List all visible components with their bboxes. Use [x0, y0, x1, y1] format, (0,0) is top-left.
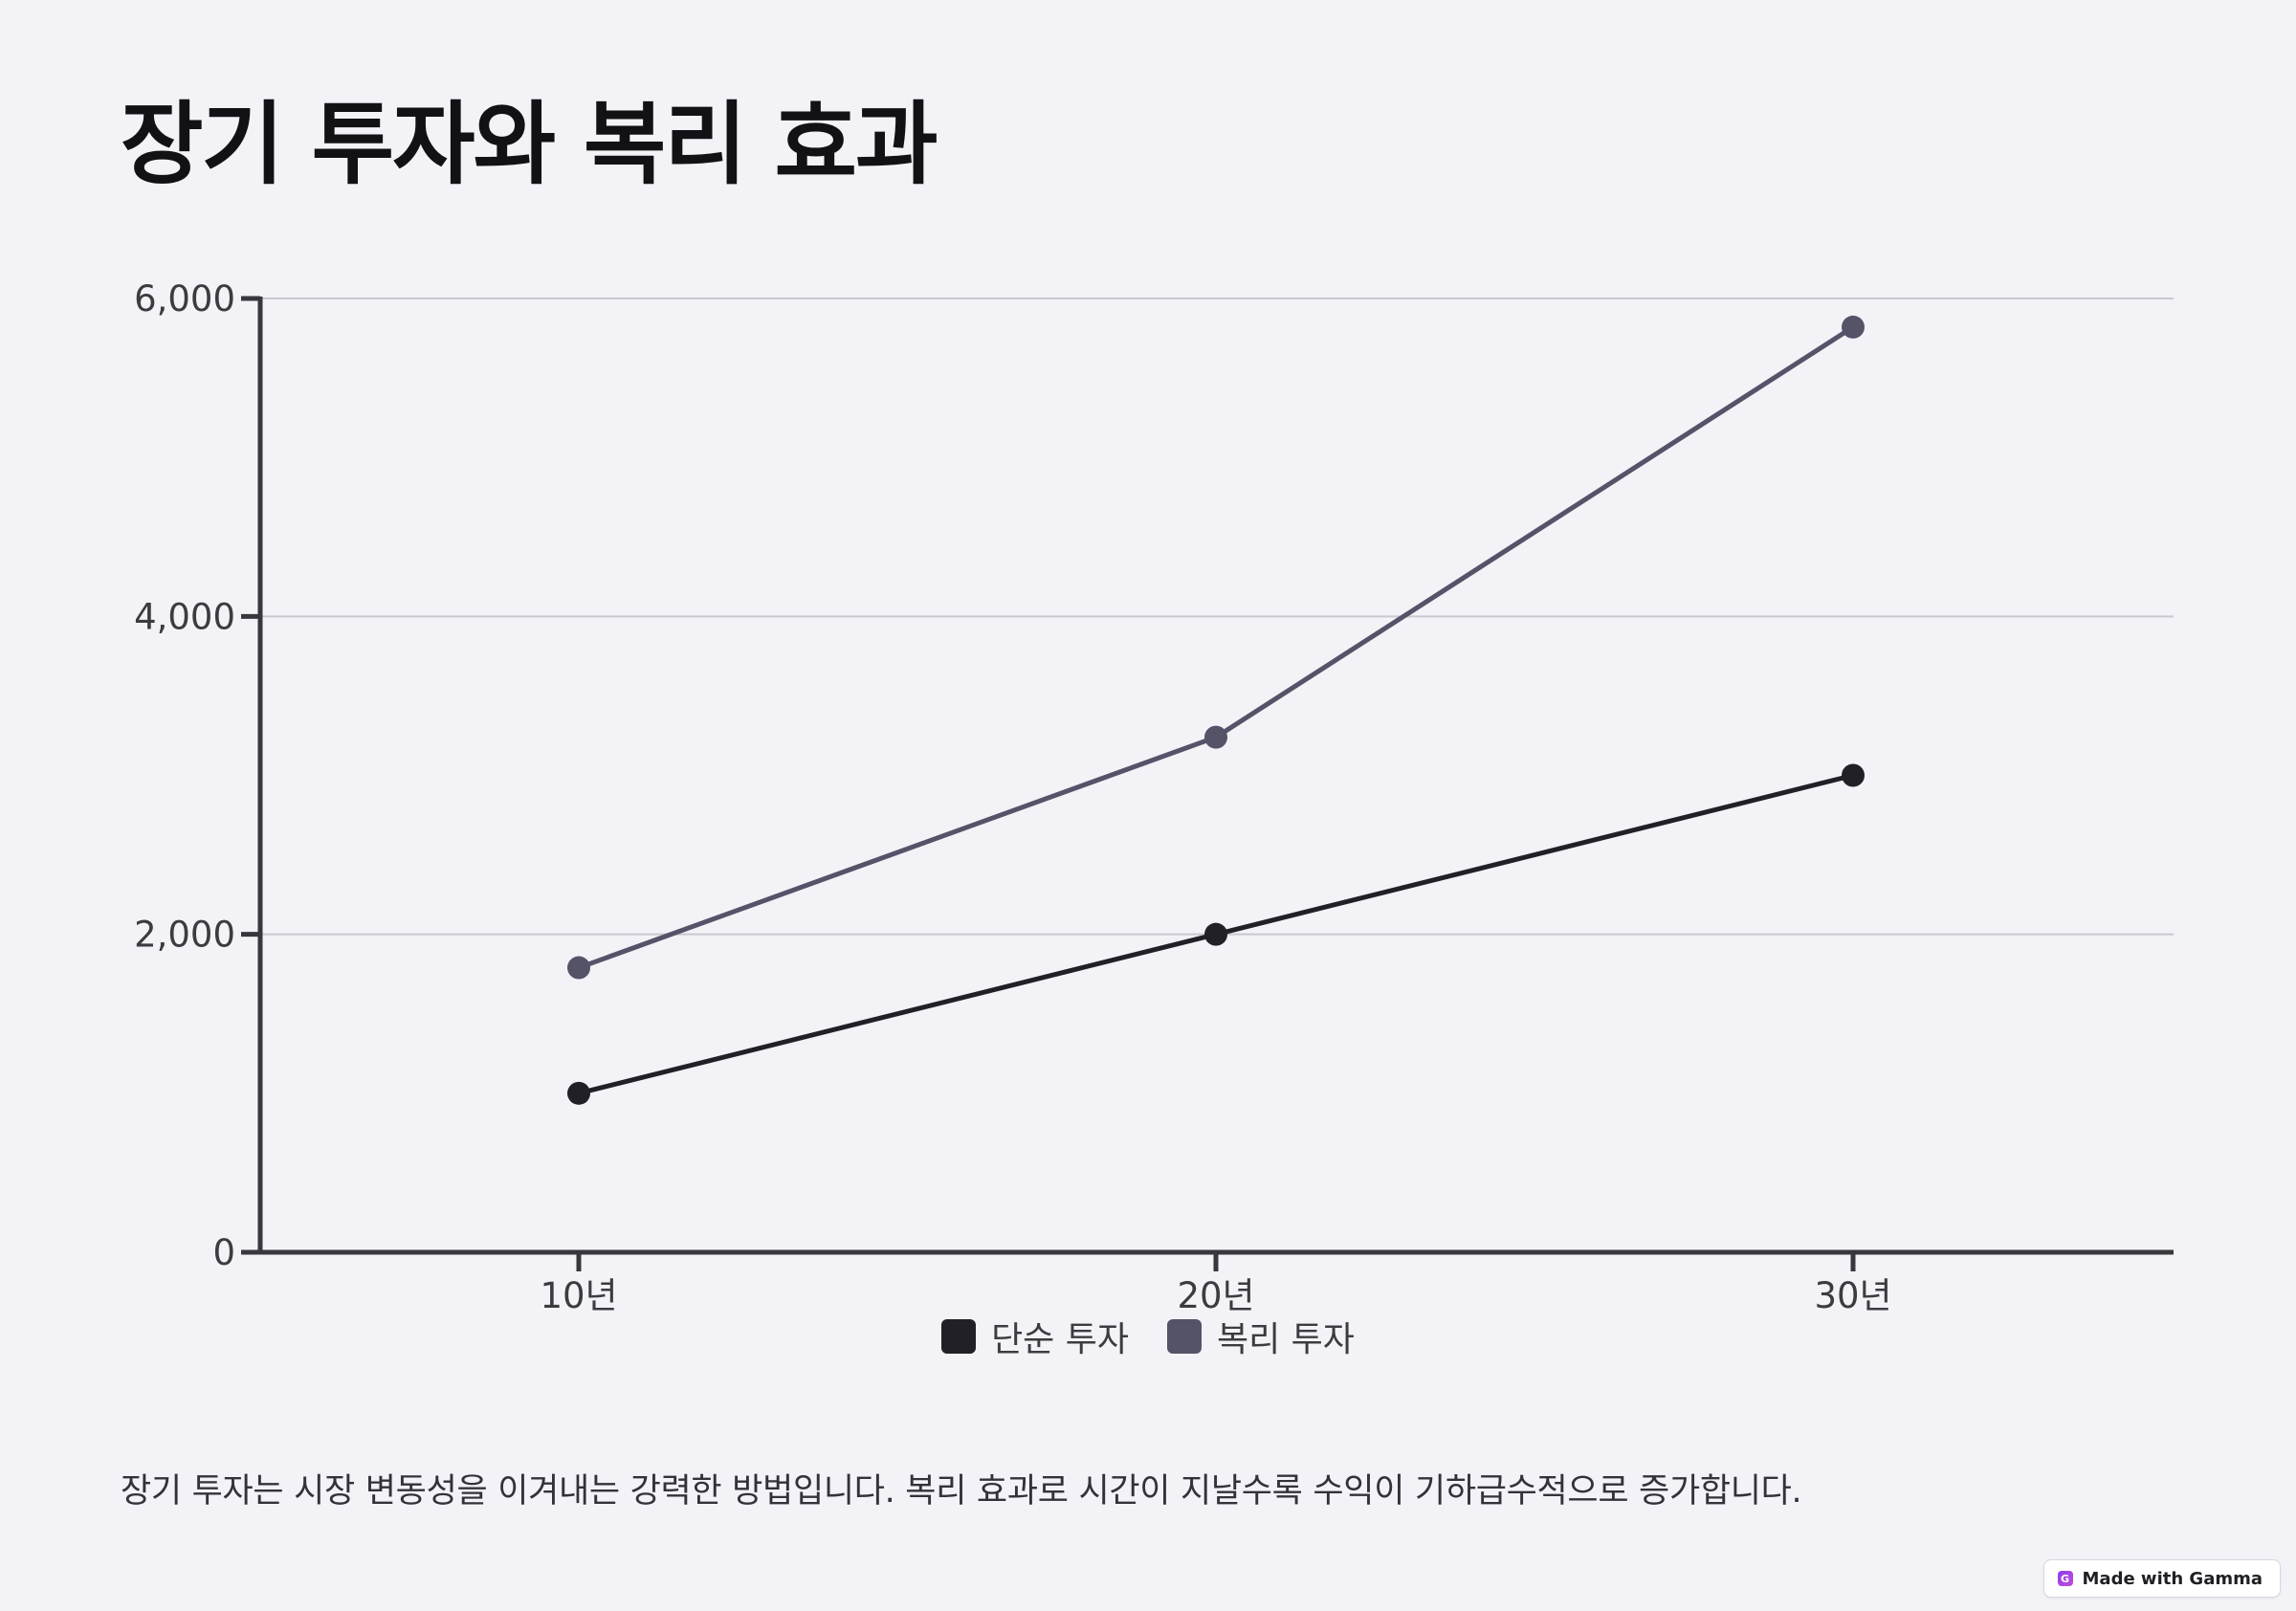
y-tick-label: 6,000: [134, 278, 235, 320]
data-point-simple: [567, 1081, 590, 1105]
y-tick-label: 0: [212, 1232, 235, 1273]
x-tick-label: 20년: [1177, 1275, 1254, 1316]
data-point-simple: [1204, 922, 1227, 946]
x-tick-label: 30년: [1814, 1275, 1891, 1316]
legend-item-simple: 단순 투자: [941, 1312, 1129, 1361]
legend-swatch-simple: [941, 1319, 977, 1354]
description-text: 장기 투자는 시장 변동성을 이겨내는 강력한 방법입니다. 복리 효과로 시간…: [121, 1472, 1802, 1511]
x-tick-label: 10년: [540, 1275, 617, 1316]
badge-label: Made with Gamma: [2082, 1568, 2263, 1589]
data-point-simple: [1842, 763, 1865, 787]
y-tick-label: 4,000: [134, 596, 235, 637]
legend-swatch-compound: [1167, 1319, 1202, 1354]
legend-item-compound: 복리 투자: [1167, 1312, 1355, 1361]
gamma-logo-icon: G: [2057, 1571, 2073, 1586]
tick-labels: 0 2,000 4,000 6,000 10년 20년 30년: [134, 278, 1892, 1316]
axes: [241, 296, 2174, 1271]
legend-label-simple: 단순 투자: [991, 1320, 1129, 1359]
chart-legend: 단순 투자 복리 투자: [0, 1312, 2296, 1361]
made-with-gamma-badge[interactable]: G Made with Gamma: [2042, 1559, 2281, 1598]
grid-lines: [260, 298, 2174, 936]
y-tick-label: 2,000: [134, 915, 235, 956]
legend-label-compound: 복리 투자: [1217, 1320, 1355, 1359]
series-lines: [567, 315, 1865, 1105]
data-point-compound: [567, 956, 590, 980]
data-point-compound: [1204, 725, 1227, 749]
data-point-compound: [1842, 315, 1865, 339]
series-line-compound: [576, 324, 1856, 971]
page-title: 장기 투자와 복리 효과: [121, 93, 938, 197]
